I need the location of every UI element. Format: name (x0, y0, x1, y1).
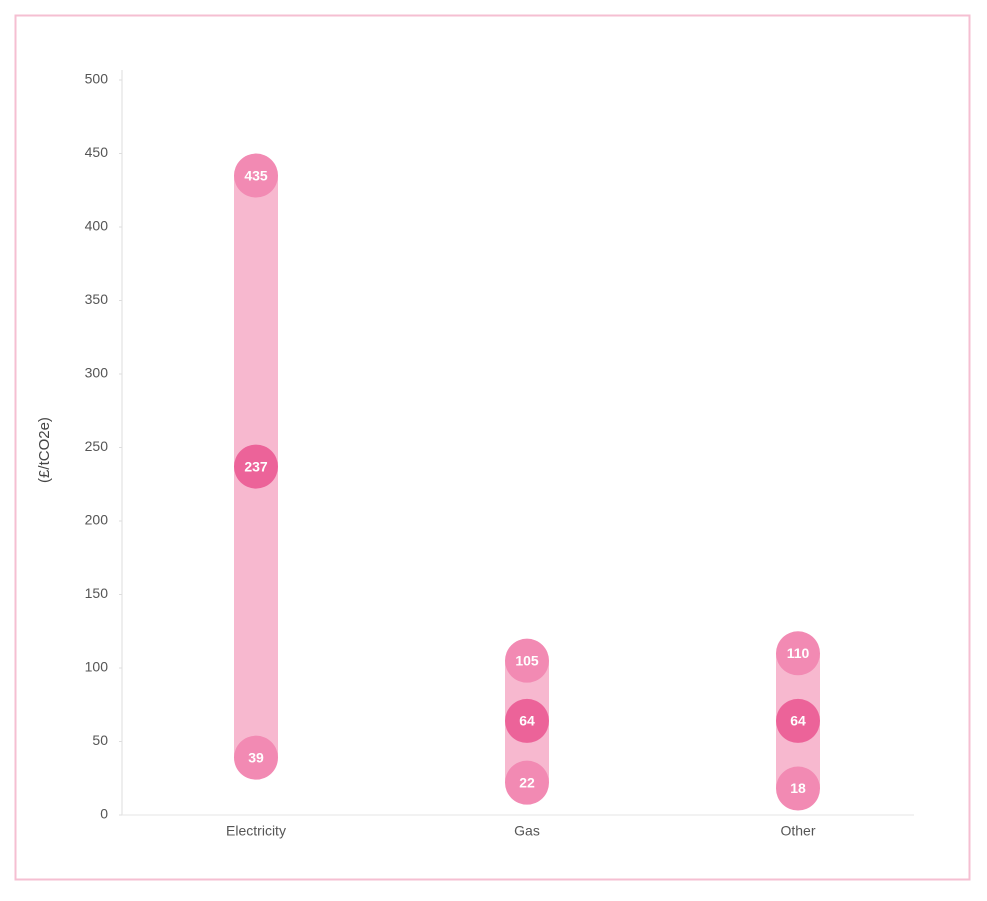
y-tick-label: 250 (85, 438, 109, 454)
point (234, 444, 278, 489)
point (776, 766, 820, 811)
point (234, 735, 278, 780)
point (505, 698, 549, 743)
point (234, 153, 278, 198)
value-label: 237 (244, 458, 268, 474)
y-tick-label: 200 (85, 512, 109, 528)
y-tick-label: 350 (85, 291, 109, 307)
point (776, 698, 820, 743)
point (505, 638, 549, 683)
value-label: 64 (790, 713, 806, 729)
value-label: 435 (244, 167, 268, 183)
y-tick-label: 150 (85, 585, 109, 601)
y-tick-label: 400 (85, 218, 109, 234)
x-tick-label: Gas (514, 823, 540, 839)
value-label: 105 (515, 652, 539, 668)
y-tick-label: 100 (85, 659, 109, 675)
y-tick-label: 450 (85, 144, 109, 160)
value-label: 39 (248, 749, 264, 765)
y-tick-label: 500 (85, 71, 109, 87)
value-label: 110 (787, 645, 810, 661)
value-label: 64 (519, 713, 535, 729)
y-tick-label: 300 (85, 365, 109, 381)
x-tick-label: Other (780, 823, 815, 839)
x-tick-label: Electricity (226, 823, 286, 839)
point (776, 631, 820, 676)
value-label: 18 (790, 780, 806, 796)
y-tick-label: 0 (100, 806, 108, 822)
y-tick-label: 50 (92, 732, 108, 748)
value-label: 22 (519, 774, 535, 790)
frame (14, 14, 971, 881)
y-axis-label: (£/tCO2e) (36, 417, 53, 483)
point (505, 760, 549, 805)
